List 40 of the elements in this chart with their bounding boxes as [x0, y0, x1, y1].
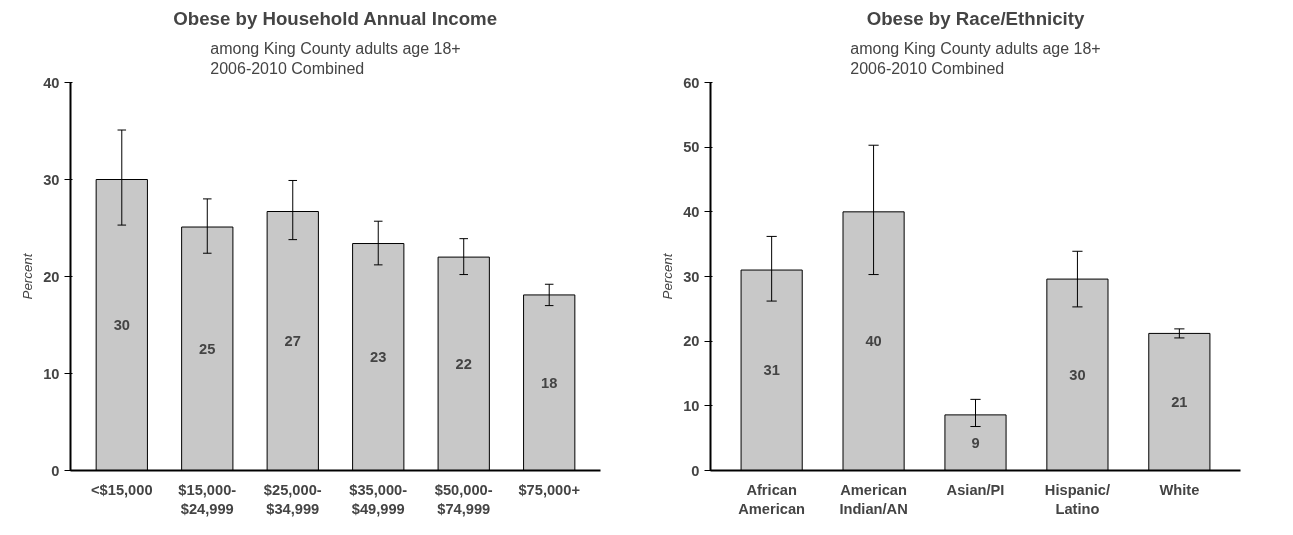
- y-tick-label: 30: [43, 171, 60, 188]
- y-tick-label: 30: [683, 268, 700, 285]
- data-label: 31: [763, 362, 780, 379]
- x-tick-label: $50,000- $74,999: [434, 481, 493, 517]
- data-label: 18: [541, 374, 558, 391]
- x-tick-label: Hispanic/ Latino: [1044, 481, 1111, 517]
- x-tick-label: $15,000- $24,999: [178, 481, 237, 517]
- data-label: 22: [455, 355, 472, 372]
- y-tick-label: 10: [43, 365, 60, 382]
- y-tick-label: 20: [683, 333, 700, 350]
- chart-subtitle: among King County adults age 18+ 2006-2010 Combined: [850, 40, 1101, 78]
- y-tick-label: 0: [691, 462, 700, 479]
- x-tick-label: African American: [738, 481, 806, 517]
- data-label: 27: [284, 333, 301, 350]
- x-tick-label: <$15,000: [91, 481, 153, 498]
- chart-title: Obese by Household Annual Income: [173, 7, 498, 29]
- y-tick-label: 40: [43, 74, 60, 91]
- y-tick-label: 10: [683, 397, 700, 414]
- data-label: 40: [865, 333, 882, 350]
- data-label: 30: [1069, 366, 1086, 383]
- y-axis-title: Percent: [660, 252, 676, 300]
- y-tick-label: 20: [43, 268, 60, 285]
- x-tick-label: $25,000- $34,999: [263, 481, 322, 517]
- data-label: 30: [113, 317, 130, 333]
- data-label: 25: [199, 340, 216, 357]
- data-label: 23: [370, 349, 387, 366]
- y-tick-label: 0: [51, 462, 60, 479]
- data-label: 9: [971, 434, 980, 451]
- x-tick-label: $35,000- $49,999: [349, 481, 408, 517]
- y-tick-label: 40: [683, 203, 700, 220]
- y-tick-label: 60: [683, 74, 700, 91]
- x-tick-label: White: [1159, 481, 1200, 498]
- chart-subtitle: among King County adults age 18+ 2006-2010 Combined: [210, 40, 461, 78]
- chart-title: Obese by Race/Ethnicity: [866, 7, 1085, 29]
- x-tick-label: Asian/PI: [946, 481, 1005, 498]
- y-axis-title: Percent: [20, 252, 36, 300]
- x-tick-label: American Indian/AN: [839, 481, 908, 517]
- x-tick-label: $75,000+: [518, 481, 580, 498]
- data-label: 21: [1171, 393, 1188, 410]
- y-tick-label: 50: [683, 139, 700, 156]
